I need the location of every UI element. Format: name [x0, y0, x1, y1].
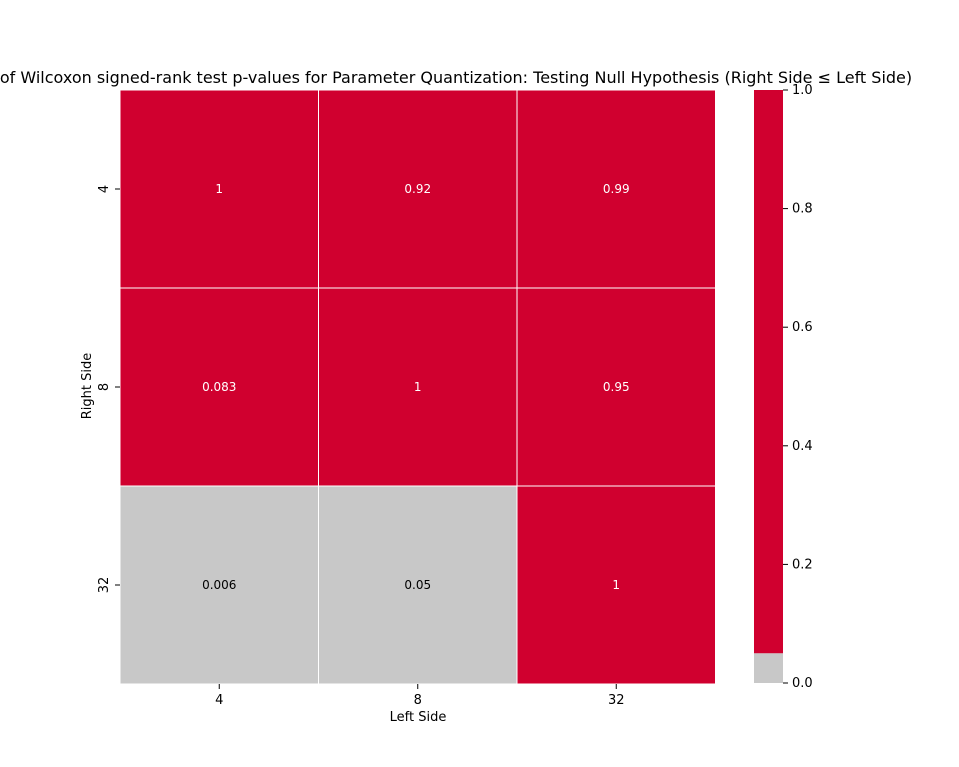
heatmap-cell	[119, 287, 319, 487]
x-axis-label: Left Side	[390, 710, 447, 725]
heatmap-cells: 1 0.92 0.99 0.083 1 0.95 0.006 0.05 1	[119, 89, 716, 685]
colorbar-tick-label: 0.6	[792, 320, 813, 335]
colorbar-tick-label: 0.8	[792, 202, 813, 217]
heatmap-cell	[318, 89, 518, 289]
cell-value-label: 0.95	[603, 380, 630, 394]
cell-value-label: 0.99	[603, 182, 630, 196]
cell-value-label: 0.083	[202, 380, 236, 394]
x-axis: 4 8 32	[215, 684, 625, 708]
heatmap-cell	[516, 89, 716, 289]
x-tick-label: 8	[414, 693, 422, 708]
chart-title: of Wilcoxon signed-rank test p-values fo…	[0, 68, 912, 87]
heatmap-cell	[318, 485, 518, 685]
colorbar-tick-label: 1.0	[792, 83, 813, 98]
y-axis-label: Right Side	[80, 353, 95, 419]
colorbar-tick-label: 0.4	[792, 439, 813, 454]
x-tick-label: 4	[215, 693, 223, 708]
colorbar-segment-not-significant	[754, 90, 783, 654]
colorbar-tick-label: 0.2	[792, 557, 813, 572]
heatmap-cell	[119, 89, 319, 289]
heatmap-cell	[119, 485, 319, 685]
cell-value-label: 1	[414, 380, 422, 394]
colorbar: 0.0 0.2 0.4 0.6 0.8 1.0	[754, 83, 813, 691]
cell-value-label: 0.92	[404, 182, 431, 196]
y-tick-label: 4	[97, 185, 112, 193]
colorbar-tick-label: 0.0	[792, 676, 813, 691]
y-tick-label: 32	[97, 577, 112, 594]
y-axis: 4 8 32	[97, 185, 120, 593]
colorbar-segment-significant	[754, 653, 783, 683]
x-tick-label: 32	[608, 693, 625, 708]
heatmap-cell	[516, 287, 716, 487]
heatmap-cell	[318, 287, 518, 487]
cell-value-label: 0.05	[404, 578, 431, 592]
cell-value-label: 1	[215, 182, 223, 196]
y-tick-label: 8	[97, 383, 112, 391]
cell-value-label: 0.006	[202, 578, 236, 592]
cell-value-label: 1	[612, 578, 620, 592]
